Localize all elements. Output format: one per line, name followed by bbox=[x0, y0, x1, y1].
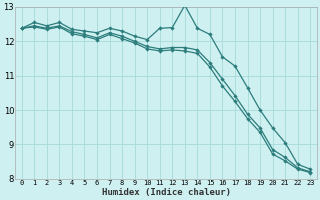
X-axis label: Humidex (Indice chaleur): Humidex (Indice chaleur) bbox=[101, 188, 230, 197]
